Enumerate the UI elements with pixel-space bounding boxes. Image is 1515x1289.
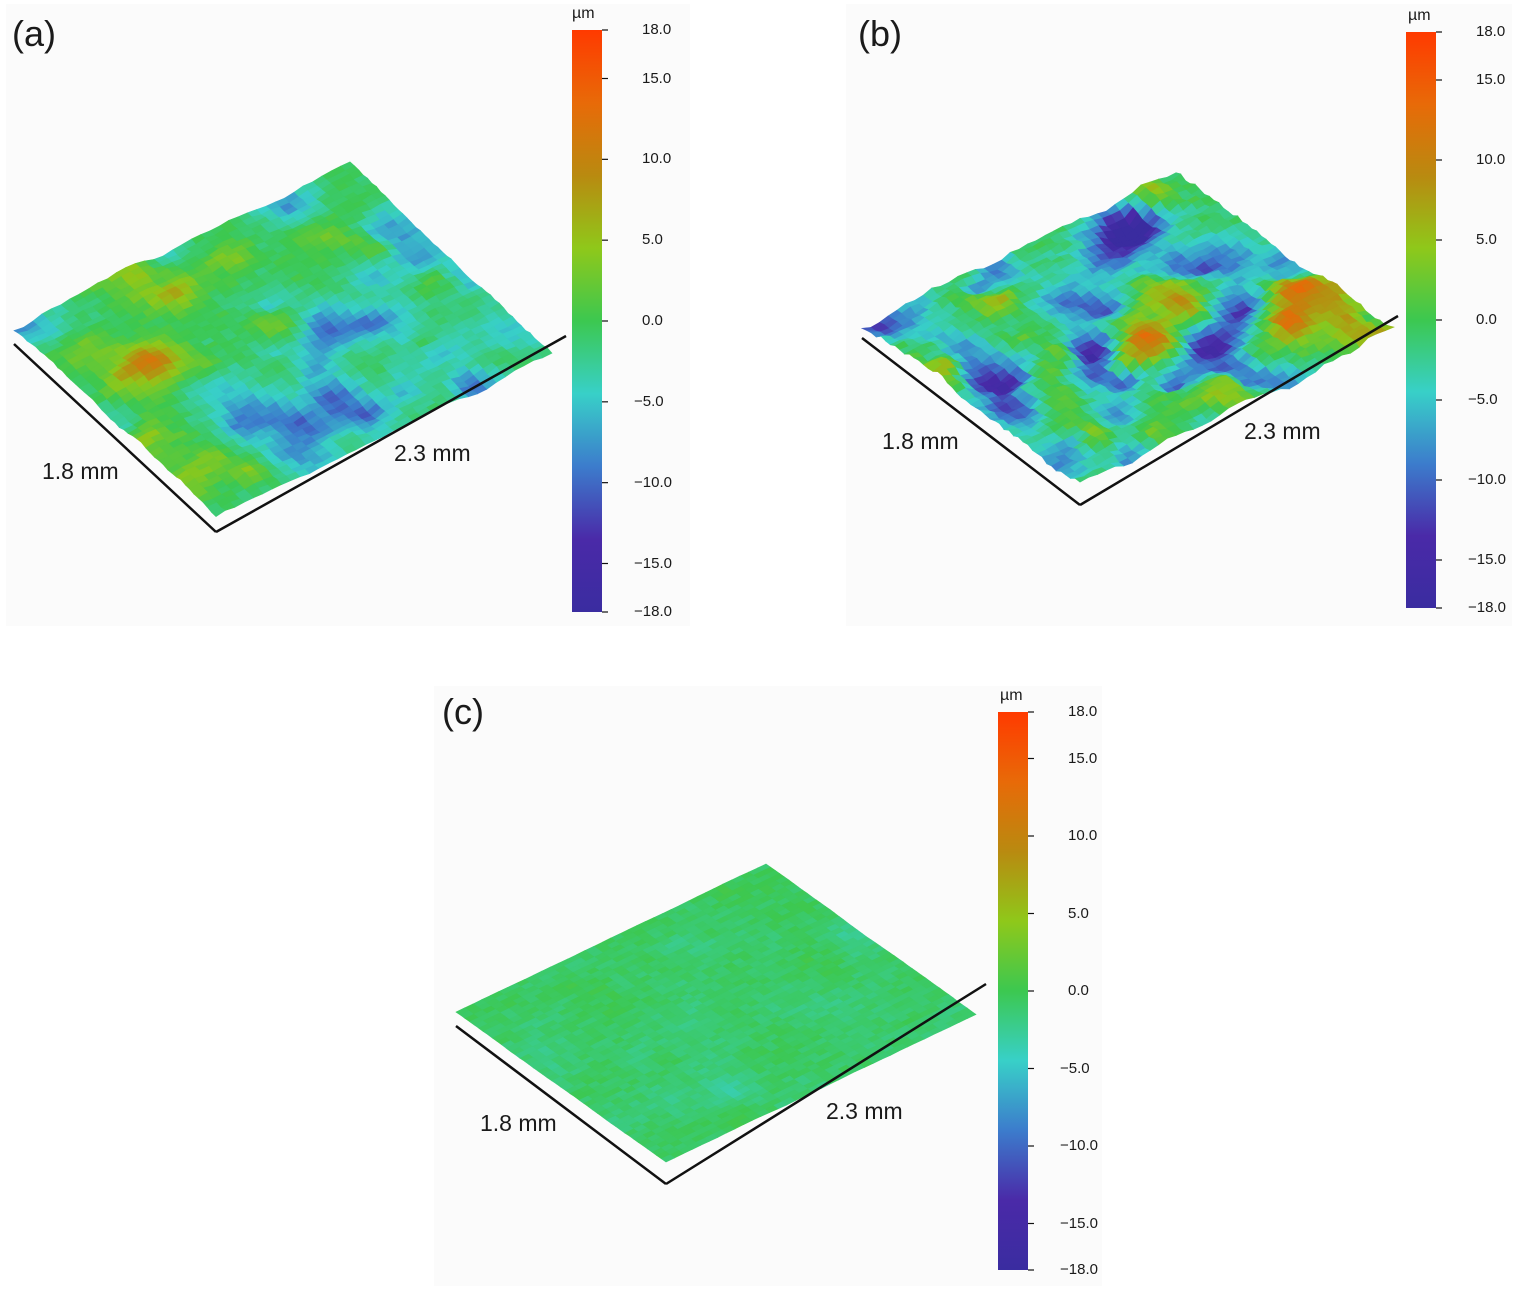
colorbar-tick-label: 10.0 — [642, 150, 672, 168]
surface-a — [13, 161, 553, 517]
colorbar-tick-label: 5.0 — [642, 231, 663, 249]
colorbar-b — [1406, 32, 1436, 608]
panel-b: (b) 1.8 mm 2.3 mm µm 18.0 15.0 10.0 5.0 0.0 −… — [846, 4, 1512, 626]
colorbar-tick-label: −5.0 — [1468, 391, 1498, 408]
surface-cell — [1074, 476, 1090, 483]
colorbar-ticks-b — [1436, 31, 1442, 609]
colorbar-ticks-a — [602, 29, 608, 613]
colorbar-tick-label: 18.0 — [1476, 23, 1506, 40]
colorbar-tick-label: −10.0 — [634, 473, 672, 491]
colorbar-tick-label: 0.0 — [642, 312, 663, 329]
length-axis-line-a — [215, 334, 567, 534]
colorbar-tick-label: 10.0 — [1476, 151, 1506, 168]
surface-plot-b — [860, 31, 1442, 609]
width-axis-line-b — [861, 337, 1081, 506]
colorbar-unit-b: µm — [1408, 7, 1431, 24]
length-label-a: 2.3 mm — [394, 440, 471, 466]
width-label-b: 1.8 mm — [882, 428, 959, 454]
length-label-b: 2.3 mm — [1244, 418, 1321, 444]
colorbar-tick-label: 15.0 — [642, 69, 672, 87]
colorbar-tick-label: −10.0 — [1468, 471, 1506, 488]
surface-cell — [211, 507, 226, 517]
panel-a: (a) 1.8 mm 2.3 mm µm 18.0 15.0 10.0 5.0 0.0 −… — [6, 4, 690, 626]
surface-plot-c — [455, 711, 1034, 1271]
colorbar-unit-a: µm — [572, 5, 595, 22]
colorbar-tick-label: −18.0 — [1468, 599, 1506, 616]
length-axis-line-b — [1079, 314, 1399, 507]
panel-label-a: (a) — [12, 13, 56, 54]
axis-lines-a — [13, 334, 567, 534]
colorbar-tick-label: −15.0 — [1468, 551, 1506, 568]
colorbar-tick-label: −15.0 — [634, 554, 672, 572]
colorbar-tick-label: 0.0 — [1476, 311, 1497, 328]
panel-c: (c) 1.8 mm 2.3 mm µm 18.0 15.0 10.0 5.0 0.0−… — [434, 686, 1102, 1286]
colorbar-tick-label: 5.0 — [1476, 231, 1497, 248]
surface-plot-a — [13, 29, 608, 613]
panel-label-b: (b) — [858, 13, 902, 54]
colorbar-a — [572, 30, 602, 612]
width-axis-line-a — [13, 343, 217, 533]
width-label-a: 1.8 mm — [42, 458, 119, 484]
colorbar-tick-label: 15.0 — [1476, 71, 1506, 88]
surface-c — [455, 863, 977, 1163]
colorbar-tick-label: −5.0 — [634, 392, 664, 410]
axis-lines-b — [861, 314, 1399, 507]
surface-b — [860, 172, 1395, 483]
colorbar-tick-label: −18.0 — [634, 603, 672, 620]
colorbar-tick-label: 18.0 — [642, 21, 672, 38]
